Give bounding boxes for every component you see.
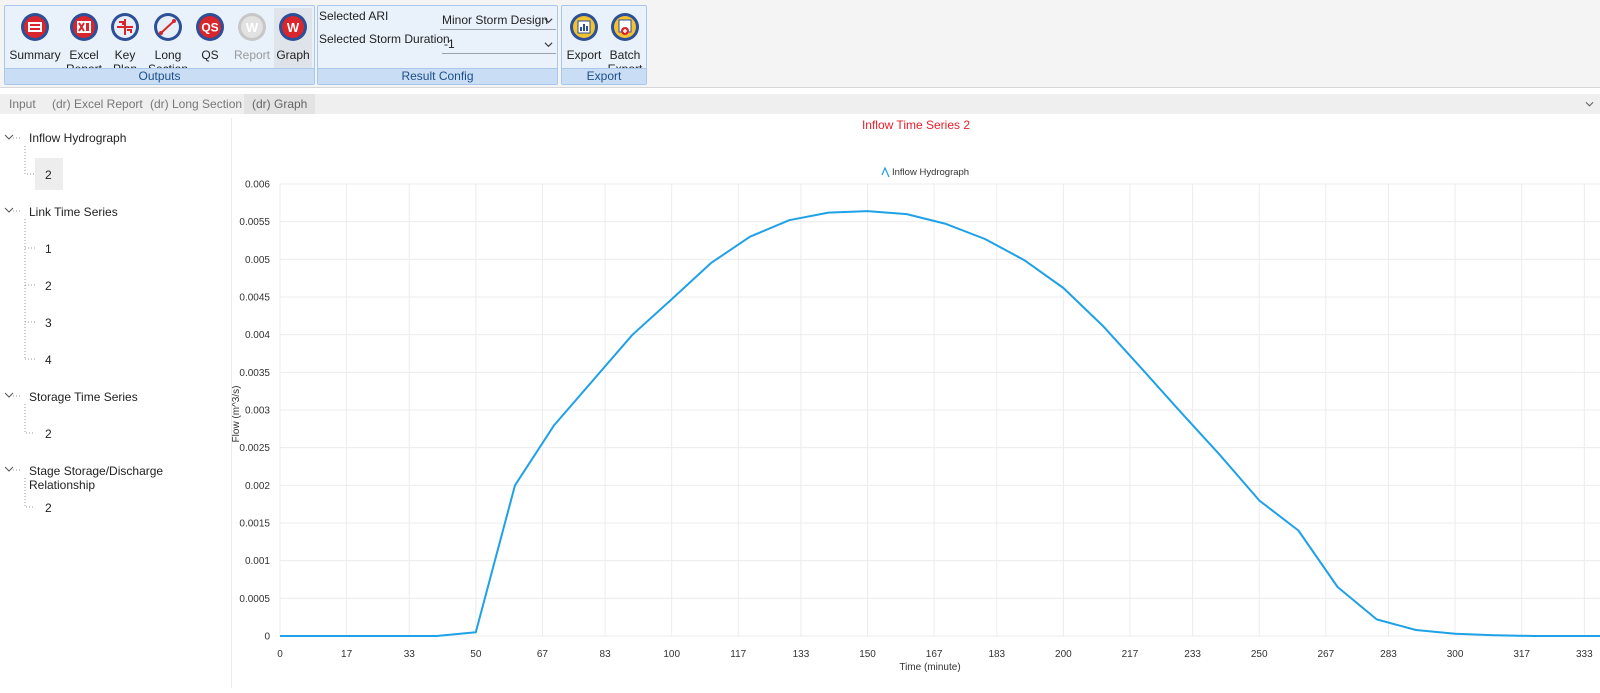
tree-node-inflow-hydrograph[interactable]: Inflow Hydrograph [29, 131, 127, 145]
tree-leaf-stage-2[interactable]: 2 [45, 501, 52, 515]
x-tick-label: 300 [1447, 649, 1464, 660]
y-tick-label: 0.0045 [239, 293, 270, 304]
x-tick-label: 0 [277, 649, 283, 660]
chart-title: Inflow Time Series 2 [861, 118, 971, 132]
tab-excel-report[interactable]: (dr) Excel Report [52, 97, 143, 111]
result-config-group-label: Result Config [318, 68, 557, 84]
y-tick-label: 0.0055 [239, 217, 270, 228]
x-tick-label: 183 [988, 649, 1005, 660]
x-tick-label: 117 [730, 649, 746, 660]
y-tick-label: 0.0035 [239, 368, 270, 379]
x-tick-label: 67 [537, 649, 549, 660]
svg-text:W: W [287, 20, 300, 35]
result-config-group: Selected ARI Minor Storm Design Selected… [317, 5, 558, 85]
chevron-down-icon[interactable] [1585, 100, 1594, 108]
y-tick-label: 0.0015 [239, 519, 270, 530]
y-tick-label: 0.001 [245, 556, 270, 567]
selected-ari-value: Minor Storm Design [442, 13, 549, 27]
tree-leaf-storage-2[interactable]: 2 [45, 427, 52, 441]
key-plan-button[interactable]: Key Plan [106, 8, 144, 68]
x-tick-label: 333 [1576, 649, 1593, 660]
export-group-label: Export [562, 68, 646, 84]
y-tick-label: 0.003 [245, 406, 270, 417]
y-tick-label: 0.006 [245, 180, 270, 191]
x-tick-label: 267 [1317, 649, 1334, 660]
tree-node-stage-storage-discharge[interactable]: Stage Storage/Discharge Relationship [29, 464, 164, 492]
selected-storm-duration-value: -1 [444, 37, 455, 51]
tree-leaf-link-1[interactable]: 1 [45, 242, 52, 256]
legend-swatch [881, 166, 890, 178]
y-tick-label: 0.0005 [239, 594, 270, 605]
y-tick-label: 0.002 [245, 481, 270, 492]
summary-icon [21, 13, 49, 41]
y-tick-label: 0.0025 [239, 443, 270, 454]
x-tick-label: 167 [926, 649, 943, 660]
tree-connectors [4, 134, 35, 508]
export-button[interactable]: Export [564, 8, 604, 68]
x-tick-label: 17 [341, 649, 353, 660]
y-tick-label: 0 [264, 632, 270, 643]
qs-button[interactable]: QS QS [192, 8, 228, 68]
selected-storm-duration-label: Selected Storm Duration [319, 32, 450, 46]
x-tick-label: 233 [1184, 649, 1201, 660]
x-tick-label: 217 [1122, 649, 1139, 660]
tab-input[interactable]: Input [9, 97, 36, 111]
x-tick-label: 33 [404, 649, 416, 660]
key-plan-icon [111, 13, 139, 41]
document-tabs: Input (dr) Excel Report (dr) Long Sectio… [0, 94, 1600, 114]
summary-button[interactable]: Summary [8, 8, 62, 68]
y-tick-label: 0.004 [245, 330, 270, 341]
selected-ari-dropdown[interactable]: Minor Storm Design [440, 10, 556, 30]
excel-report-button[interactable]: Excel Report [64, 8, 104, 68]
qs-icon: QS [196, 13, 224, 41]
x-tick-label: 133 [793, 649, 810, 660]
outputs-group-label: Outputs [5, 68, 314, 84]
tree-leaf-link-4[interactable]: 4 [45, 353, 52, 367]
tree-leaf-inflow-2[interactable]: 2 [35, 158, 63, 190]
report-icon: W [238, 13, 266, 41]
selected-storm-duration-dropdown[interactable]: -1 [442, 34, 556, 54]
chevron-down-icon [544, 18, 553, 24]
report-button[interactable]: W Report [230, 8, 274, 68]
tree-node-storage-time-series[interactable]: Storage Time Series [29, 390, 138, 404]
x-tick-label: 100 [663, 649, 680, 660]
tree-leaf-link-2[interactable]: 2 [45, 279, 52, 293]
x-tick-label: 200 [1055, 649, 1072, 660]
results-tree: Inflow Hydrograph 2 Link Time Series 1 2… [0, 118, 232, 688]
svg-text:W: W [246, 20, 259, 35]
x-axis-label: Time (minute) [899, 662, 960, 673]
svg-text:QS: QS [201, 21, 218, 35]
export-group: Export Batch Export Export [561, 5, 647, 85]
tree-leaf-link-3[interactable]: 3 [45, 316, 52, 330]
series-line-inflow-hydrograph [280, 210, 1600, 637]
x-tick-label: 317 [1513, 649, 1530, 660]
y-tick-label: 0.005 [245, 255, 270, 266]
x-tick-label: 150 [859, 649, 876, 660]
y-axis-label: Flow (m^3/s) [232, 386, 242, 443]
graph-panel: Inflow Time Series 2 0 0.0005 0.001 0.0015 0… [232, 118, 1600, 688]
ribbon-toolbar: Summary Excel Report Key Plan Long Secti… [0, 0, 1600, 88]
tree-node-link-time-series[interactable]: Link Time Series [29, 205, 118, 219]
selected-ari-label: Selected ARI [319, 9, 389, 23]
batch-export-icon [611, 13, 639, 41]
long-section-icon [154, 13, 182, 41]
tab-graph[interactable]: (dr) Graph [244, 94, 316, 114]
batch-export-button[interactable]: Batch Export [606, 8, 644, 68]
x-tick-label: 250 [1251, 649, 1268, 660]
excel-report-icon [70, 13, 98, 41]
line-chart: 0 0.0005 0.001 0.0015 0.002 0.0025 0.003 0.0035… [232, 166, 1600, 673]
x-tick-label: 50 [470, 649, 482, 660]
x-tick-label: 83 [600, 649, 612, 660]
legend-label: Inflow Hydrograph [892, 167, 969, 178]
outputs-group: Summary Excel Report Key Plan Long Secti… [4, 5, 315, 85]
chevron-down-icon [544, 42, 553, 48]
export-icon [570, 13, 598, 41]
tab-long-section[interactable]: (dr) Long Section [150, 97, 243, 111]
x-tick-label: 283 [1380, 649, 1397, 660]
graph-icon: W [279, 13, 307, 41]
graph-button[interactable]: W Graph [274, 8, 312, 68]
long-section-button[interactable]: Long Section [146, 8, 190, 68]
